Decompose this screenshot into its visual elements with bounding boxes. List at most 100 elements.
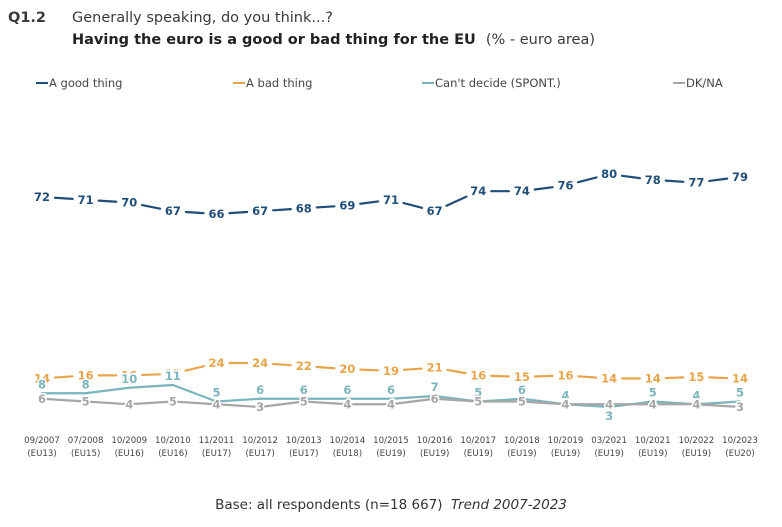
x-tick-label: 10/2017 — [460, 436, 496, 446]
line-segment-can-t-decide-spont — [84, 386, 131, 395]
line-segment-a-good-thing — [402, 201, 424, 209]
data-label-dk-na: 3 — [256, 400, 264, 414]
x-tick-label: 10/2019 — [548, 436, 584, 446]
x-tick-label: 09/2007 — [24, 436, 60, 446]
data-label-a-good-thing: 78 — [645, 173, 661, 187]
x-tick-sublabel: (EU13) — [27, 449, 56, 459]
line-segment-a-bad-thing — [577, 375, 598, 379]
x-tick-label: 10/2009 — [111, 436, 147, 446]
data-label-a-bad-thing: 24 — [252, 356, 268, 370]
data-label-can-t-decide-spont: 6 — [518, 383, 526, 397]
x-tick-sublabel: (EU17) — [245, 449, 274, 459]
data-label-can-t-decide-spont: 6 — [387, 383, 395, 397]
line-segment-a-bad-thing — [315, 365, 336, 370]
data-label-can-t-decide-spont: 7 — [431, 380, 439, 394]
data-label-dk-na: 4 — [605, 397, 613, 411]
line-segment-dk-na — [389, 397, 436, 406]
data-label-dk-na: 6 — [431, 392, 439, 406]
series-a-good-thing — [53, 174, 729, 215]
line-segment-can-t-decide-spont — [389, 394, 436, 400]
data-label-dk-na: 4 — [692, 397, 700, 411]
data-label-can-t-decide-spont: 5 — [649, 386, 657, 400]
data-label-a-good-thing: 67 — [427, 204, 443, 218]
data-label-dk-na: 5 — [169, 395, 177, 409]
x-tick-label: 10/2021 — [635, 436, 671, 446]
data-label-a-good-thing: 70 — [121, 196, 137, 210]
line-segment-can-t-decide-spont — [171, 383, 218, 403]
line-segment-a-bad-thing — [664, 376, 685, 380]
data-label-can-t-decide-spont: 3 — [605, 409, 613, 423]
data-label-a-bad-thing: 14 — [34, 372, 50, 386]
x-tick-label: 10/2016 — [417, 436, 453, 446]
line-segment-a-bad-thing — [533, 374, 554, 378]
series-layer — [40, 174, 742, 409]
line-segment-dk-na — [520, 400, 567, 406]
line-segment-a-bad-thing — [53, 375, 74, 379]
x-tick-sublabel: (EU19) — [638, 449, 667, 459]
data-label-a-bad-thing: 20 — [339, 362, 355, 376]
legend-label-a-good-thing: A good thing — [49, 76, 122, 90]
question-text: Generally speaking, do you think...? — [72, 10, 333, 26]
line-segment-a-bad-thing — [490, 374, 510, 378]
line-segment-a-good-thing — [271, 208, 292, 212]
line-segment-dk-na — [302, 400, 349, 406]
data-label-can-t-decide-spont: 6 — [343, 383, 351, 397]
series-a-bad-thing — [53, 361, 729, 380]
x-tick-label: 10/2012 — [242, 436, 278, 446]
line-segment-can-t-decide-spont — [128, 383, 174, 389]
x-tick-sublabel: (EU17) — [289, 449, 318, 459]
data-label-a-bad-thing: 16 — [470, 368, 486, 382]
x-tick-label: 10/2014 — [330, 436, 366, 446]
data-label-dk-na: 4 — [125, 397, 133, 411]
line-segment-a-good-thing — [140, 204, 162, 210]
data-label-a-bad-thing: 19 — [383, 364, 399, 378]
question-number: Q1.2 — [8, 10, 46, 26]
x-tick-label: 10/2023 — [722, 436, 758, 446]
data-label-dk-na: 4 — [343, 397, 351, 411]
data-label-a-good-thing: 79 — [732, 170, 748, 184]
data-label-a-bad-thing: 15 — [688, 370, 704, 384]
data-label-can-t-decide-spont: 10 — [121, 372, 137, 386]
x-tick-sublabel: (EU19) — [594, 449, 623, 459]
x-tick-label: 10/2015 — [373, 436, 409, 446]
line-segment-a-bad-thing — [141, 373, 161, 377]
legend-item-can-t-decide-spont: Can't decide (SPONT.) — [422, 76, 561, 90]
x-tick-sublabel: (EU16) — [115, 449, 144, 459]
data-label-a-bad-thing: 16 — [121, 368, 137, 382]
line-segment-a-bad-thing — [184, 365, 205, 372]
data-label-a-good-thing: 71 — [383, 193, 399, 207]
data-label-a-good-thing: 67 — [165, 204, 181, 218]
data-label-dk-na: 5 — [518, 395, 526, 409]
line-segment-a-good-thing — [359, 200, 380, 205]
data-label-a-good-thing: 76 — [557, 179, 573, 193]
chart-title: Having the euro is a good or bad thing f… — [72, 32, 476, 48]
line-segment-dk-na — [259, 400, 305, 409]
data-label-can-t-decide-spont: 8 — [38, 377, 46, 391]
data-label-dk-na: 5 — [300, 395, 308, 409]
data-label-dk-na: 4 — [387, 397, 395, 411]
data-label-a-good-thing: 68 — [296, 201, 312, 215]
x-tick-sublabel: (EU19) — [420, 449, 449, 459]
data-label-can-t-decide-spont: 6 — [300, 383, 308, 397]
legend-item-a-good-thing: A good thing — [36, 76, 122, 90]
line-segment-a-good-thing — [533, 186, 554, 191]
chart-unit: (% - euro area) — [486, 32, 595, 48]
data-label-dk-na: 6 — [38, 392, 46, 406]
legend-label-dk-na: DK/NA — [686, 76, 723, 90]
x-tick-sublabel: (EU20) — [725, 449, 754, 459]
legend-label-a-bad-thing: A bad thing — [246, 76, 312, 90]
data-label-a-bad-thing: 16 — [557, 368, 573, 382]
x-tick-sublabel: (EU19) — [682, 449, 711, 459]
line-segment-a-bad-thing — [271, 362, 292, 367]
x-tick-label: 10/2018 — [504, 436, 540, 446]
x-tick-sublabel: (EU19) — [507, 449, 536, 459]
line-segment-a-good-thing — [184, 210, 205, 215]
chart-subtitle: Having the euro is a good or bad thing f… — [72, 29, 595, 48]
data-label-a-good-thing: 74 — [470, 184, 486, 198]
x-tick-sublabel: (EU17) — [202, 449, 231, 459]
data-label-a-bad-thing: 14 — [645, 372, 661, 386]
data-label-a-good-thing: 66 — [208, 207, 224, 221]
legend-item-a-bad-thing: A bad thing — [233, 76, 312, 90]
